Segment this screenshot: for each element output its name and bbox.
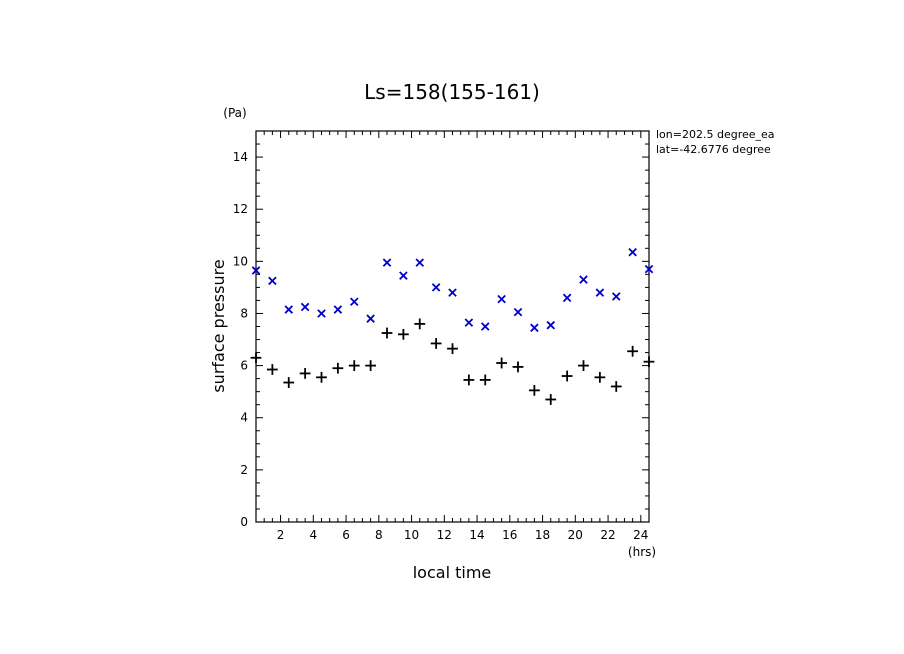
plus-marker-point [545, 394, 557, 405]
x-marker-point [497, 294, 506, 304]
plus-marker-point [528, 384, 540, 396]
plus-marker-point [447, 343, 458, 355]
y-tick-label: 12 [233, 202, 248, 216]
x-tick-label: 12 [437, 528, 452, 542]
x-marker-point [268, 276, 277, 286]
y-tick-label: 14 [233, 150, 248, 164]
plus-marker-point [299, 368, 311, 379]
y-tick-label: 0 [240, 515, 248, 529]
x-marker-point [595, 288, 605, 297]
x-marker-point [644, 264, 654, 274]
x-marker-point [480, 322, 490, 331]
x-marker-point [349, 297, 359, 307]
plus-marker-point [561, 370, 573, 382]
x-tick-label: 22 [600, 528, 615, 542]
x-marker-point [415, 258, 425, 267]
x-tick-label: 2 [277, 528, 285, 542]
plus-marker-point [414, 318, 426, 330]
plus-marker-point [381, 327, 393, 339]
y-tick-label: 6 [240, 359, 248, 373]
x-marker-point [530, 323, 539, 333]
x-tick-label: 4 [309, 528, 317, 542]
y-tick-label: 10 [233, 254, 248, 268]
x-marker-point [399, 271, 408, 280]
lon-annotation: lon=202.5 degree_ea [656, 128, 775, 141]
x-axis-label: local time [413, 563, 492, 582]
x-marker-point [579, 275, 588, 284]
y-axis-label: surface pressure [209, 259, 228, 392]
plus-marker-point [643, 356, 655, 368]
plus-marker-point [512, 361, 524, 373]
chart-title: Ls=158(155-161) [364, 80, 540, 104]
plus-marker-point [610, 381, 622, 392]
plus-marker-point [594, 371, 606, 383]
x-marker-point [317, 309, 326, 318]
y-tick-label: 4 [240, 411, 248, 425]
x-marker-point [562, 293, 572, 303]
x-unit-label: (hrs) [628, 545, 656, 559]
plus-marker-point [430, 338, 442, 349]
plus-marker-point [266, 364, 278, 375]
plot-frame [255, 130, 650, 523]
plus-marker-point [348, 360, 360, 372]
y-unit-label: (Pa) [223, 106, 246, 120]
x-tick-label: 16 [502, 528, 517, 542]
plus-marker-point [283, 377, 295, 388]
x-tick-label: 20 [568, 528, 583, 542]
plus-marker-point [627, 345, 639, 357]
x-marker-point [546, 320, 556, 330]
x-marker-point [333, 305, 343, 314]
y-tick-label: 8 [240, 306, 248, 320]
x-tick-label: 18 [535, 528, 550, 542]
x-marker-point [366, 314, 375, 323]
plus-marker-point [316, 371, 327, 383]
plus-marker-point [397, 328, 409, 340]
x-tick-label: 6 [342, 528, 350, 542]
x-tick-label: 24 [633, 528, 648, 542]
plus-marker-point [332, 362, 344, 374]
x-marker-point [251, 266, 261, 275]
plus-marker-point [463, 374, 475, 386]
x-tick-label: 14 [469, 528, 484, 542]
x-marker-point [284, 305, 294, 314]
plus-marker-point [479, 374, 491, 386]
y-tick-label: 2 [240, 463, 248, 477]
x-tick-label: 10 [404, 528, 419, 542]
x-marker-point [513, 307, 523, 317]
x-tick-label: 8 [375, 528, 383, 542]
x-marker-point [611, 292, 621, 301]
plus-marker-point [578, 360, 589, 372]
x-marker-point [382, 258, 392, 267]
x-marker-point [448, 288, 457, 297]
x-marker-point [464, 318, 474, 327]
x-marker-point [628, 247, 637, 257]
plus-marker-point [250, 352, 262, 364]
plus-marker-point [496, 357, 508, 369]
x-marker-point [300, 302, 310, 312]
x-marker-point [431, 283, 441, 292]
data-points [250, 247, 655, 405]
lat-annotation: lat=-42.6776 degree [656, 143, 771, 156]
plus-marker-point [365, 360, 377, 372]
